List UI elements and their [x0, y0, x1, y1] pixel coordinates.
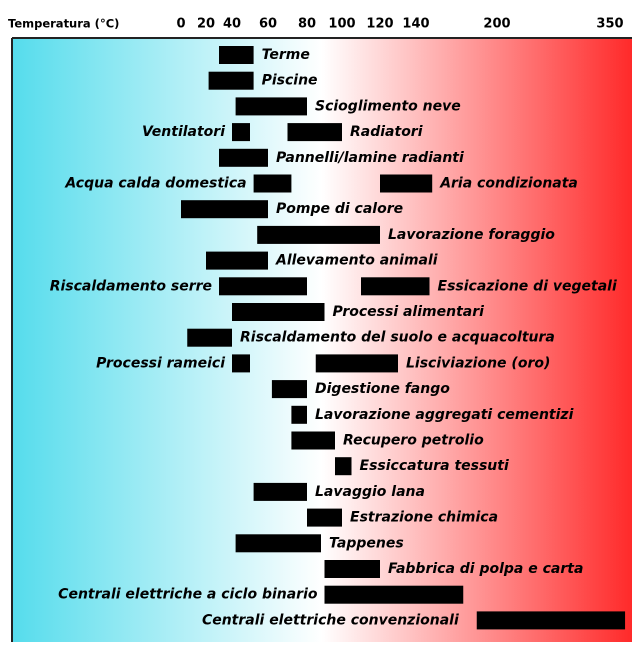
bar-label: Radiatori	[350, 124, 423, 140]
bar-label: Lavaggio lana	[315, 484, 425, 500]
bar	[287, 123, 342, 142]
bar-label: Terme	[262, 47, 310, 63]
bar-label: Pompe di calore	[276, 201, 403, 217]
axis-title: Temperatura (°C)	[8, 17, 119, 31]
bar-label: Riscaldamento serre	[50, 278, 212, 294]
x-tick-label: 200	[483, 17, 510, 32]
x-tick-label: 20	[197, 17, 215, 32]
bar	[219, 277, 307, 296]
bar-label: Acqua calda domestica	[64, 176, 246, 192]
bar-label: Processi rameici	[96, 355, 225, 371]
bar-label: Processi alimentari	[333, 304, 485, 320]
bar	[271, 380, 307, 399]
bar	[324, 560, 380, 578]
bar-label: Scioglimento neve	[315, 98, 461, 114]
bar	[208, 71, 254, 90]
x-tick-label: 80	[298, 17, 316, 32]
bar	[257, 225, 380, 244]
bar	[361, 277, 430, 296]
x-tick-label: 0	[176, 17, 185, 32]
bar	[206, 251, 268, 270]
bar	[307, 508, 342, 527]
bar-label: Centrali elettriche a ciclo binario	[58, 587, 318, 603]
bar-label: Digestione fango	[315, 381, 450, 397]
bar-label: Piscine	[262, 73, 318, 89]
bar	[219, 46, 254, 64]
bar-label: Lavorazione aggregati cementizi	[315, 407, 574, 423]
bar	[380, 174, 433, 193]
bar	[187, 328, 232, 347]
x-tick-label: 140	[402, 17, 429, 32]
x-tick-label: 40	[223, 17, 241, 32]
bar	[235, 534, 321, 553]
bar	[232, 123, 250, 142]
bar-label: Recupero petrolio	[343, 433, 484, 449]
bar-label: Lisciviazione (oro)	[406, 355, 550, 371]
bar	[324, 585, 464, 604]
bar	[291, 405, 307, 424]
bar-label: Aria condizionata	[439, 176, 578, 192]
bar-label: Centrali elettriche convenzionali	[202, 612, 459, 628]
bar	[219, 148, 268, 167]
bar	[181, 200, 268, 219]
x-tick-label: 100	[328, 17, 355, 32]
bar	[232, 354, 250, 373]
bar	[253, 482, 307, 501]
bar-label: Fabbrica di polpa e carta	[388, 561, 583, 577]
bar	[476, 611, 626, 630]
bar-label: Tappenes	[329, 535, 404, 551]
bar	[235, 97, 307, 116]
bar-label: Essicazione di vegetali	[438, 278, 617, 294]
bar-label: Riscaldamento del suolo e acquacoltura	[240, 330, 555, 346]
bar	[315, 354, 398, 373]
bar-label: Essiccatura tessuti	[360, 458, 509, 474]
bar-label: Estrazione chimica	[350, 510, 498, 526]
bar-label: Pannelli/lamine radianti	[276, 150, 464, 166]
bar	[253, 174, 292, 193]
bar-label: Ventilatori	[142, 124, 225, 140]
bar-label: Lavorazione foraggio	[388, 227, 555, 243]
bar-label: Allevamento animali	[275, 253, 438, 269]
x-tick-label: 120	[366, 17, 393, 32]
bar	[291, 431, 335, 450]
bar	[335, 457, 352, 476]
x-tick-label: 350	[596, 17, 623, 32]
bar	[232, 303, 325, 321]
x-tick-label: 60	[259, 17, 277, 32]
